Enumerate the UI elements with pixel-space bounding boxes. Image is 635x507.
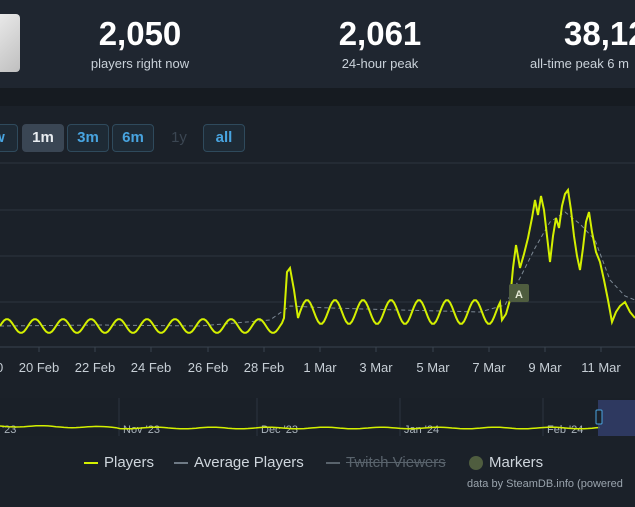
stats-header: 2,050 players right now 2,061 24-hour pe… [0, 0, 635, 88]
navigator-tick-label: Nov '23 [123, 424, 160, 436]
legend-markers-dot [469, 456, 483, 471]
range-button-6m[interactable]: 6m [112, 124, 154, 152]
chart-gridlines [0, 162, 635, 348]
marker-a[interactable]: A [509, 284, 529, 302]
peak-24h-stat: 2,061 24-hour peak [320, 15, 440, 72]
legend-players[interactable]: Players [84, 454, 154, 471]
navigator: '23 Nov '23 Dec '23 Jan '24 Feb '24 [0, 398, 635, 436]
x-tick-label: 7 Mar [472, 360, 506, 375]
x-tick-label: 3 Mar [359, 360, 393, 375]
x-tick-label: 26 Feb [188, 360, 228, 375]
players-now-value: 2,050 [98, 15, 182, 52]
range-button-w[interactable]: w [0, 124, 18, 152]
x-tick-label: 24 Feb [131, 360, 171, 375]
range-button-3m[interactable]: 3m [67, 124, 109, 152]
legend-twitch-viewers[interactable]: Twitch Viewers [326, 454, 446, 471]
legend-players-swatch [84, 462, 98, 465]
x-tick-label: 1 Mar [303, 360, 337, 375]
players-line [0, 187, 635, 334]
chart-legend: Players Average Players Twitch Viewers M… [0, 454, 635, 474]
marker-a-label: A [515, 289, 523, 301]
legend-markers[interactable]: Markers [469, 454, 543, 471]
navigator-line [0, 424, 601, 430]
players-now-label: players right now [90, 56, 190, 71]
data-credit[interactable]: data by SteamDB.info (powered [467, 478, 623, 490]
navigator-tick-label: Jan '24 [404, 424, 439, 436]
navigator-selection[interactable] [598, 400, 635, 436]
average-players-line [0, 211, 635, 327]
range-button-all[interactable]: all [203, 124, 245, 152]
x-tick-label: 28 Feb [244, 360, 284, 375]
players-now-stat: 2,050 players right now [80, 15, 200, 72]
legend-average-players[interactable]: Average Players [174, 454, 304, 471]
navigator-handle[interactable] [595, 409, 603, 425]
all-time-peak-value: 38,12 [564, 15, 635, 52]
peak-24h-value: 2,061 [338, 15, 422, 52]
peak-24h-label: 24-hour peak [341, 56, 419, 71]
navigator-tick-label: Dec '23 [261, 424, 298, 436]
range-button-1m[interactable]: 1m [22, 124, 64, 152]
legend-markers-label: Markers [489, 454, 544, 471]
x-tick-label: 5 Mar [416, 360, 450, 375]
x-axis-ticks: 20 Feb 22 Feb 24 Feb 26 Feb 28 Feb 1 Mar 3 Mar… [0, 347, 621, 375]
legend-average-label: Average Players [194, 454, 304, 471]
section-divider [0, 88, 635, 106]
legend-average-swatch [174, 462, 188, 465]
legend-twitch-label: Twitch Viewers [346, 454, 446, 471]
x-tick-label: 11 Mar [581, 360, 621, 375]
x-tick-label: 22 Feb [75, 360, 115, 375]
game-icon[interactable] [0, 14, 20, 72]
all-time-peak-stat: 38,12 all-time peak 6 m [530, 15, 635, 72]
x-tick-label: 9 Mar [528, 360, 562, 375]
legend-twitch-swatch [326, 462, 340, 465]
navigator-tick-label: Feb '24 [547, 424, 583, 436]
all-time-peak-label: all-time peak 6 m [530, 56, 629, 71]
legend-players-label: Players [104, 454, 155, 471]
x-tick-label: 20 Feb [19, 360, 59, 375]
range-button-1y: 1y [171, 129, 187, 146]
x-tick-label-partial: 0 [0, 360, 3, 375]
player-chart[interactable]: A 20 Feb 22 Feb 24 Feb 26 Feb 28 Feb 1 Mar 3 M… [0, 0, 635, 440]
range-selector: w 1m 3m 6m 1y all [0, 124, 635, 152]
